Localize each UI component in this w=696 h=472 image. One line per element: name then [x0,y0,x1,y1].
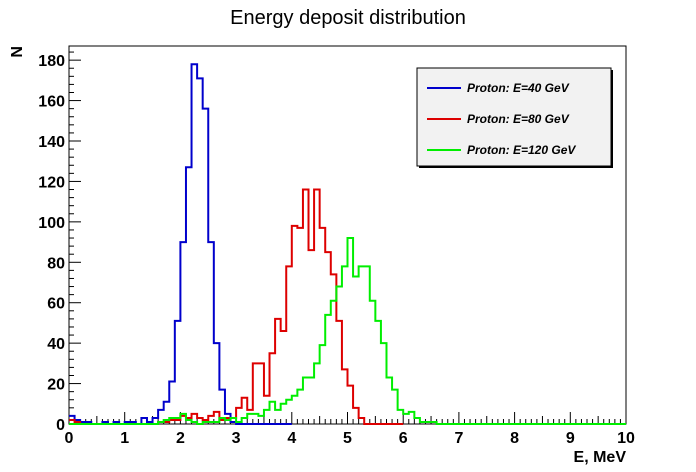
x-tick-label: 8 [510,430,519,447]
x-tick-label: 6 [399,430,408,447]
y-tick-label: 120 [38,174,65,191]
x-tick-label: 5 [343,430,352,447]
x-tick-label: 3 [232,430,241,447]
x-tick-label: 9 [566,430,575,447]
histogram-series-3 [69,237,626,425]
y-tick-label: 140 [38,134,65,151]
legend-label: Proton: E=80 GeV [467,112,570,126]
x-tick-label: 1 [120,430,129,447]
legend-label: Proton: E=40 GeV [467,81,570,95]
x-tick-label: 2 [176,430,185,447]
y-tick-label: 180 [38,53,65,70]
y-tick-label: 20 [47,377,65,394]
y-axis-label: N [9,46,26,58]
y-tick-label: 40 [47,336,65,353]
y-tick-label: 60 [47,296,65,313]
y-tick-label: 0 [56,417,65,434]
x-tick-label: 10 [617,430,635,447]
legend-label: Proton: E=120 GeV [467,143,576,157]
y-tick-label: 160 [38,94,65,111]
x-tick-label: 4 [287,430,296,447]
chart-title: Energy deposit distribution [230,7,466,29]
x-tick-label: 7 [454,430,463,447]
y-tick-label: 100 [38,215,65,232]
y-tick-label: 80 [47,255,65,272]
x-axis-label: E, MeV [574,449,627,466]
x-tick-label: 0 [65,430,74,447]
